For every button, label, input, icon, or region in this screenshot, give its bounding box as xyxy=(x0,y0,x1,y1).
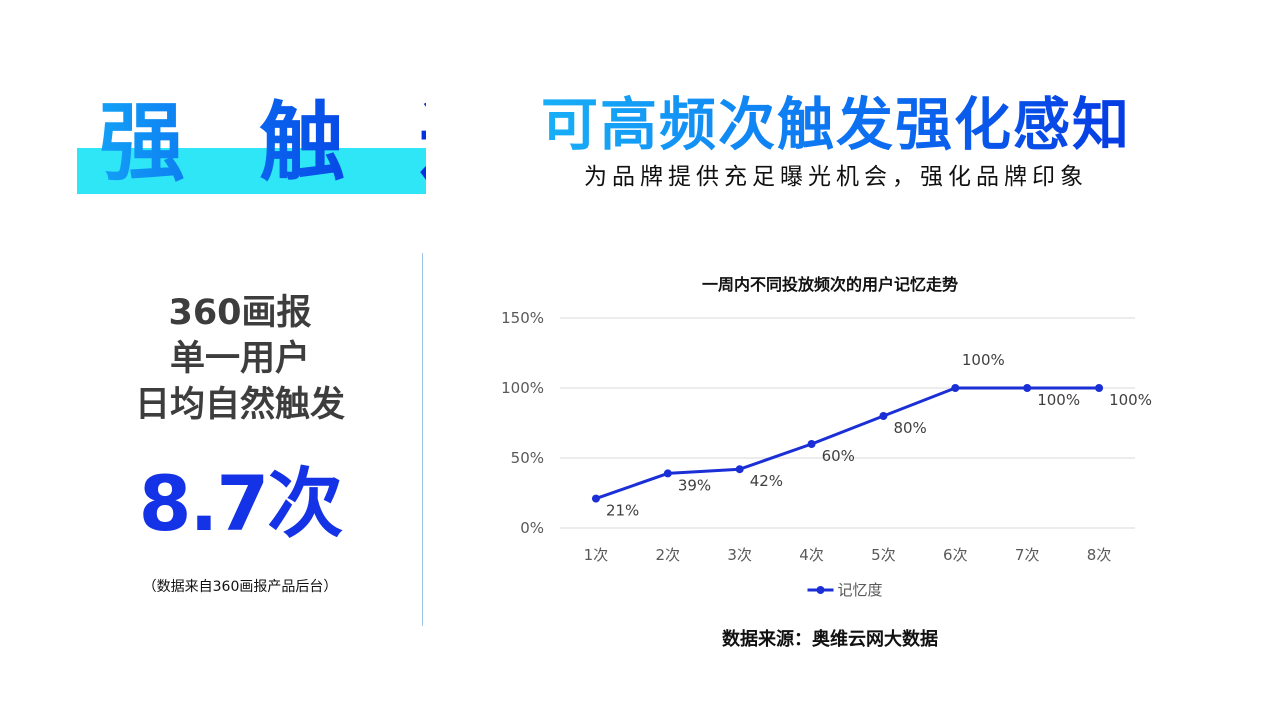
stat-label-line-2: 单一用户 xyxy=(169,339,310,379)
stat-label-line-3: 日均自然触发 xyxy=(134,385,345,425)
y-tick-label: 100% xyxy=(501,379,544,397)
data-label: 100% xyxy=(1109,391,1152,409)
legend-marker-icon xyxy=(816,586,825,594)
x-tick-label: 5次 xyxy=(871,546,896,564)
y-tick-label: 0% xyxy=(520,519,544,537)
hero-title: 强 触 达 xyxy=(77,88,505,198)
data-source: 数据来源：奥维云网大数据 xyxy=(722,629,938,650)
chart-grid xyxy=(560,317,1135,529)
data-point xyxy=(735,465,744,474)
data-point xyxy=(807,440,816,448)
data-point xyxy=(1095,384,1104,392)
data-point xyxy=(879,412,888,420)
data-point xyxy=(591,494,600,503)
hero-highlight-bar xyxy=(77,148,426,194)
data-label: 42% xyxy=(750,472,783,490)
memory-trend-chart: 一周内不同投放频次的用户记忆走势 0% 50% 100% 150% 1次 2次 3次 4次 5… xyxy=(501,275,1152,599)
data-label: 100% xyxy=(962,351,1005,369)
x-tick-label: 1次 xyxy=(584,546,609,564)
y-axis-ticks: 0% 50% 100% 150% xyxy=(501,309,544,537)
stat-label-line-1: 360画报 xyxy=(168,293,312,333)
x-tick-label: 7次 xyxy=(1015,546,1040,564)
series-points xyxy=(591,384,1104,503)
data-label: 60% xyxy=(822,447,855,465)
stat-note: （数据来自360画报产品后台） xyxy=(142,579,338,595)
x-tick-label: 8次 xyxy=(1087,546,1112,564)
x-tick-label: 4次 xyxy=(799,546,824,564)
x-tick-label: 6次 xyxy=(943,546,968,564)
stat-label: 360画报 单一用户 日均自然触发 xyxy=(90,290,390,428)
series-line-记忆度 xyxy=(595,386,1100,501)
y-tick-label: 50% xyxy=(511,449,544,467)
legend-label: 记忆度 xyxy=(838,581,883,599)
chart-title: 一周内不同投放频次的用户记忆走势 xyxy=(702,275,958,294)
data-label: 39% xyxy=(678,476,711,494)
vertical-divider xyxy=(422,253,423,626)
data-point xyxy=(951,384,960,392)
data-point xyxy=(663,469,672,478)
stat-value: 8.7次 xyxy=(138,459,344,548)
data-label: 80% xyxy=(893,419,926,437)
data-label: 100% xyxy=(1037,391,1080,409)
data-labels: 21% 39% 42% 60% 80% 100% 100% 100% xyxy=(606,351,1152,520)
headline-subtitle: 为品牌提供充足曝光机会，强化品牌印象 xyxy=(584,164,1088,190)
x-tick-label: 2次 xyxy=(656,546,681,564)
data-point xyxy=(1023,384,1032,392)
headline-title: 可高频次触发强化感知 xyxy=(520,92,1152,158)
data-label: 21% xyxy=(606,502,639,520)
x-axis-ticks: 1次 2次 3次 4次 5次 6次 7次 8次 xyxy=(584,546,1112,564)
chart-legend: 记忆度 xyxy=(807,581,883,599)
x-tick-label: 3次 xyxy=(727,546,752,564)
y-tick-label: 150% xyxy=(501,309,544,327)
